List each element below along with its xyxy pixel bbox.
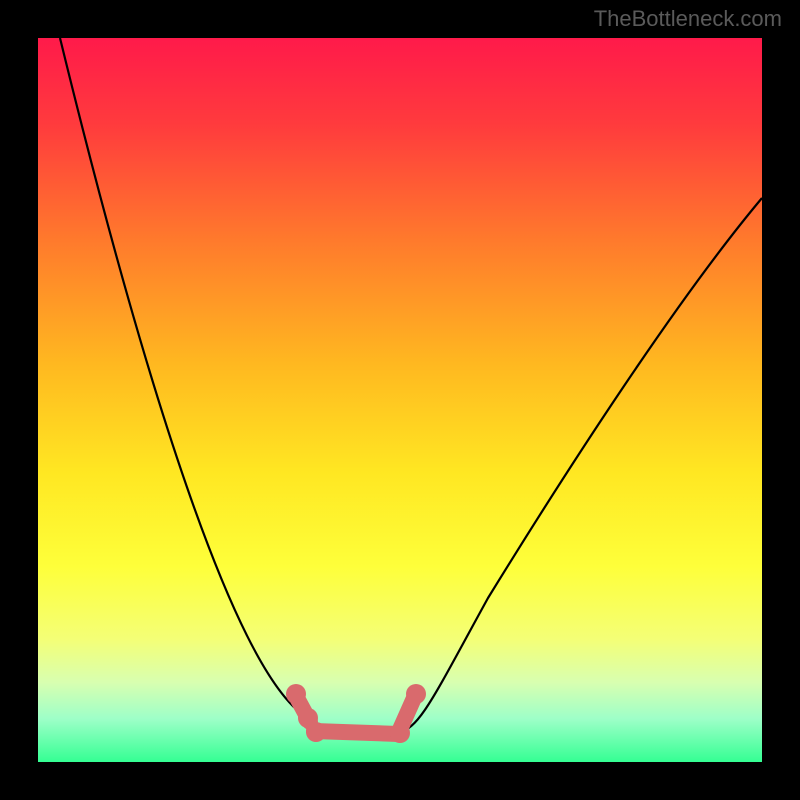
marker-dot <box>306 722 326 742</box>
bottom-marker-band <box>286 684 426 743</box>
marker-segment <box>314 731 398 734</box>
v-curve <box>60 38 762 735</box>
marker-dot <box>286 684 306 704</box>
plot-area <box>38 38 762 762</box>
watermark-text: TheBottleneck.com <box>594 6 782 32</box>
marker-dot <box>390 723 410 743</box>
marker-dot <box>406 684 426 704</box>
curve-svg <box>38 38 762 762</box>
